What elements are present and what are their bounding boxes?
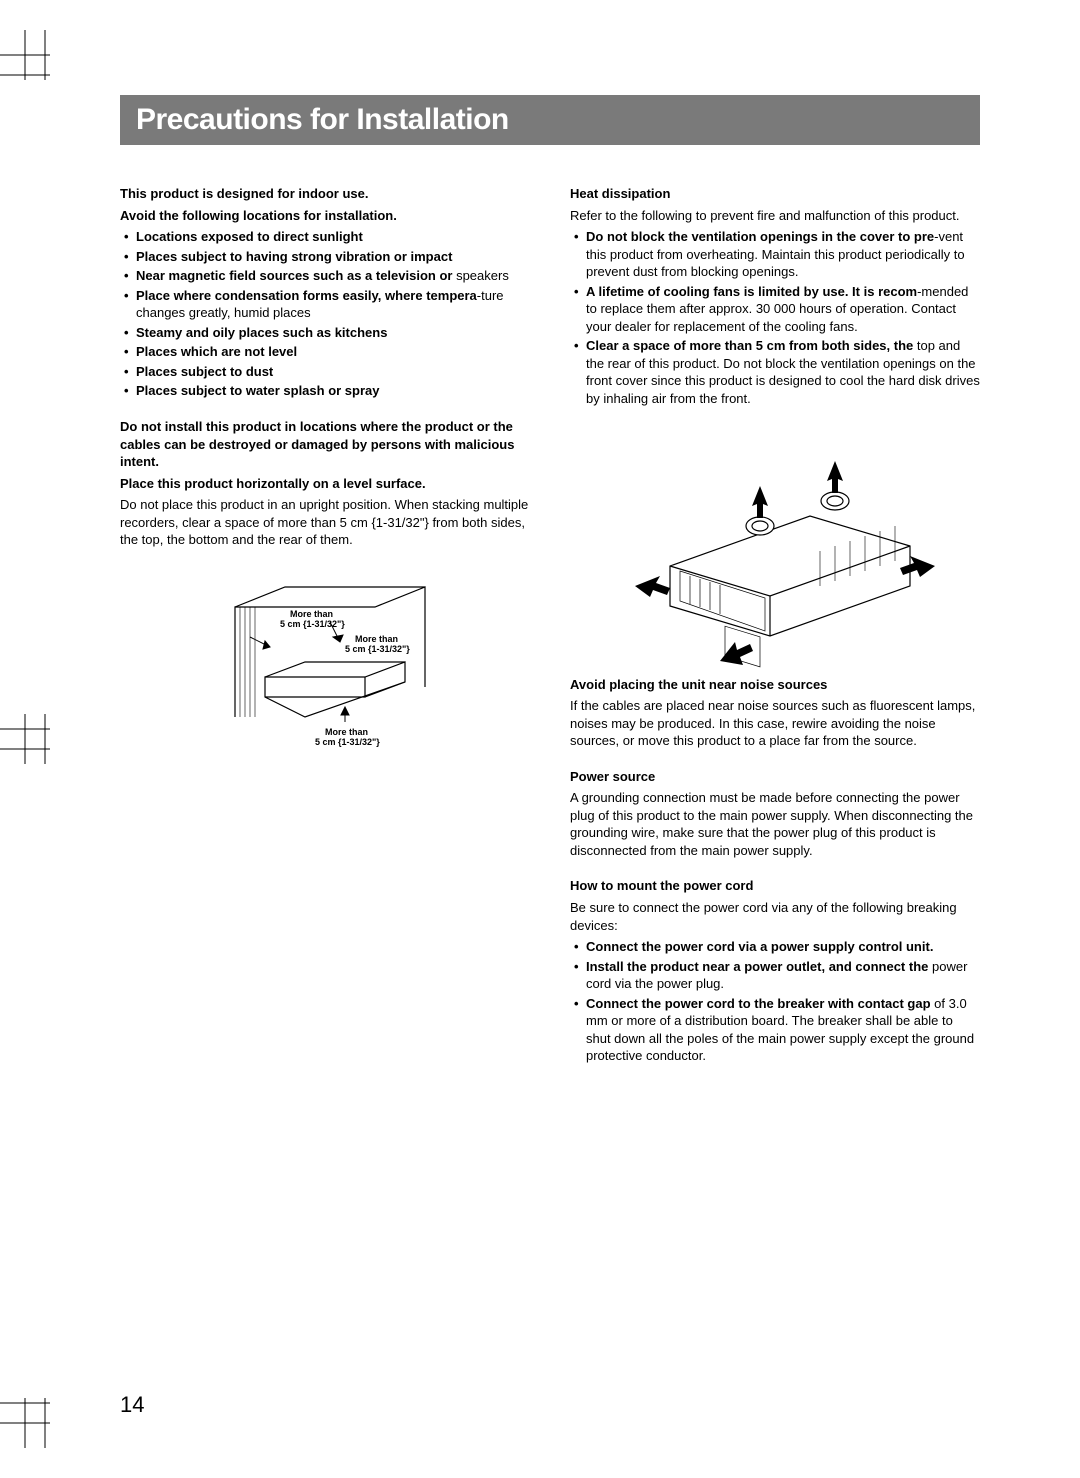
heat-heading: Heat dissipation xyxy=(570,185,980,203)
list-item: Places subject to having strong vibratio… xyxy=(136,248,530,266)
mount-list: Connect the power cord via a power suppl… xyxy=(570,938,980,1065)
list-item: Places which are not level xyxy=(136,343,530,361)
noise-section: Avoid placing the unit near noise source… xyxy=(570,676,980,750)
list-item: Locations exposed to direct sunlight xyxy=(136,228,530,246)
crop-mark-mid-left xyxy=(0,704,70,774)
left-column: This product is designed for indoor use.… xyxy=(120,185,530,1083)
intro-text: This product is designed for indoor use. xyxy=(120,185,530,203)
horizontal-section: Place this product horizontally on a lev… xyxy=(120,475,530,549)
page-content: Precautions for Installation This produc… xyxy=(120,95,980,1083)
list-item: Place where condensation forms easily, w… xyxy=(136,287,530,322)
avoid-list: Locations exposed to direct sunlight Pla… xyxy=(120,228,530,400)
horizontal-body: Do not place this product in an upright … xyxy=(120,496,530,549)
list-item: Steamy and oily places such as kitchens xyxy=(136,324,530,342)
malicious-warning: Do not install this product in locations… xyxy=(120,418,530,471)
illus-label: More than xyxy=(290,609,333,619)
power-heading: Power source xyxy=(570,768,980,786)
list-item: Near magnetic field sources such as a te… xyxy=(136,267,530,285)
right-column: Heat dissipation Refer to the following … xyxy=(570,185,980,1083)
svg-text:5 cm {1-31/32"}: 5 cm {1-31/32"} xyxy=(280,619,345,629)
heat-section: Heat dissipation Refer to the following … xyxy=(570,185,980,408)
svg-text:More than: More than xyxy=(325,727,368,737)
list-item: Places subject to dust xyxy=(136,363,530,381)
power-body: A grounding connection must be made befo… xyxy=(570,789,980,859)
heat-intro: Refer to the following to prevent fire a… xyxy=(570,207,980,225)
avoid-section: Avoid the following locations for instal… xyxy=(120,207,530,400)
airflow-illustration xyxy=(610,426,940,676)
horizontal-heading: Place this product horizontally on a lev… xyxy=(120,475,530,493)
heat-list: Do not block the ventilation openings in… xyxy=(570,228,980,407)
avoid-heading: Avoid the following locations for instal… xyxy=(120,207,530,225)
list-item: Do not block the ventilation openings in… xyxy=(586,228,980,281)
page-number: 14 xyxy=(120,1392,144,1418)
crop-mark-bottom-left xyxy=(0,1378,70,1448)
noise-heading: Avoid placing the unit near noise source… xyxy=(570,676,980,694)
svg-text:5 cm {1-31/32"}: 5 cm {1-31/32"} xyxy=(315,737,380,747)
list-item: Connect the power cord to the breaker wi… xyxy=(586,995,980,1065)
svg-text:More than: More than xyxy=(355,634,398,644)
svg-text:5 cm {1-31/32"}: 5 cm {1-31/32"} xyxy=(345,644,410,654)
list-item: Places subject to water splash or spray xyxy=(136,382,530,400)
list-item: Install the product near a power outlet,… xyxy=(586,958,980,993)
list-item: Clear a space of more than 5 cm from bot… xyxy=(586,337,980,407)
list-item: A lifetime of cooling fans is limited by… xyxy=(586,283,980,336)
two-column-layout: This product is designed for indoor use.… xyxy=(120,185,980,1083)
spacing-illustration: More than 5 cm {1-31/32"} More than 5 cm… xyxy=(195,567,455,747)
power-section: Power source A grounding connection must… xyxy=(570,768,980,860)
page-title: Precautions for Installation xyxy=(120,95,980,145)
crop-mark-top-left xyxy=(0,30,70,100)
list-item: Connect the power cord via a power suppl… xyxy=(586,938,980,956)
mount-section: How to mount the power cord Be sure to c… xyxy=(570,877,980,1064)
mount-intro: Be sure to connect the power cord via an… xyxy=(570,899,980,934)
mount-heading: How to mount the power cord xyxy=(570,877,980,895)
noise-body: If the cables are placed near noise sour… xyxy=(570,697,980,750)
